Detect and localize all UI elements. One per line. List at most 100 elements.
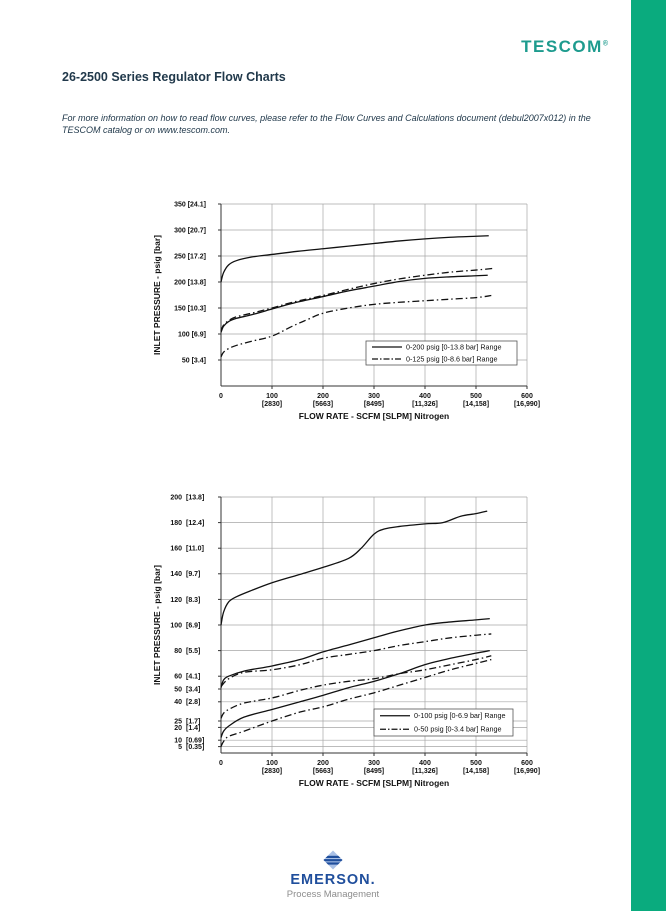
emerson-diamond-icon <box>323 850 343 870</box>
series-curve <box>220 267 493 332</box>
svg-text:100 [6.9]: 100 [6.9] <box>178 331 206 338</box>
series-curve <box>220 617 490 688</box>
svg-text:160: 160 <box>170 546 182 553</box>
chart-canvas: 50 [3.4] 100 [6.9] 150 [10.3] 200 [13.8] 250… <box>152 201 540 421</box>
svg-text:200 [13.8]: 200 [13.8] <box>174 279 206 286</box>
emerson-wordmark: EMERSON. <box>290 872 376 888</box>
svg-text:120: 120 <box>170 597 182 604</box>
svg-text:[2830]: [2830] <box>262 768 282 775</box>
svg-text:[3.4]: [3.4] <box>186 686 200 693</box>
svg-text:60: 60 <box>174 674 182 681</box>
legend-label: 0-50 psig [0-3.4 bar] Range <box>414 725 502 734</box>
svg-text:[2830]: [2830] <box>262 401 282 408</box>
x-axis-title: FLOW RATE - SCFM [SLPM] Nitrogen <box>299 411 449 421</box>
y-tick-labels: 5 [0.35] 10 [0.69] 20 [1.4] 25 [1.7] 40 [2.8] 50 [3… <box>170 494 204 751</box>
svg-text:50: 50 <box>174 686 182 693</box>
svg-text:300 [20.7]: 300 [20.7] <box>174 227 206 234</box>
svg-text:[9.7]: [9.7] <box>186 571 200 578</box>
svg-text:[8.3]: [8.3] <box>186 597 200 604</box>
svg-text:[1.4]: [1.4] <box>186 725 200 732</box>
y-axis-title: INLET PRESSURE - psig [bar] <box>152 565 162 685</box>
svg-text:[8495]: [8495] <box>364 768 384 775</box>
svg-text:500: 500 <box>470 393 482 400</box>
series-curve <box>220 633 492 687</box>
x-tick-labels: 0 100[2830] 200[5663] 300[8495] 400[11,326] 5… <box>219 760 540 775</box>
series-curve <box>220 235 489 283</box>
series-curve <box>220 274 488 333</box>
svg-text:500: 500 <box>470 760 482 767</box>
emerson-logo: EMERSON. Process Management <box>0 850 666 900</box>
series-curve <box>220 658 492 747</box>
svg-text:[11,326]: [11,326] <box>412 401 438 408</box>
legend-label: 0-200 psig [0-13.8 bar] Range <box>406 342 502 351</box>
svg-text:[5.5]: [5.5] <box>186 648 200 655</box>
svg-text:40: 40 <box>174 699 182 706</box>
svg-text:600: 600 <box>521 760 533 767</box>
svg-text:350 [24.1]: 350 [24.1] <box>174 201 206 208</box>
svg-text:[5663]: [5663] <box>313 401 333 408</box>
svg-text:[11.0]: [11.0] <box>186 546 204 553</box>
legend-box: 0-100 psig [0-6.9 bar] Range 0-50 psig [0… <box>373 708 514 737</box>
accent-bar <box>631 0 666 911</box>
emerson-subtitle: Process Management <box>286 889 380 900</box>
svg-text:300: 300 <box>368 760 380 767</box>
series-curve <box>220 294 492 358</box>
grid-lines <box>221 203 528 386</box>
x-axis-title: FLOW RATE - SCFM [SLPM] Nitrogen <box>299 778 449 788</box>
tescom-logo-text: TESCOM <box>521 37 603 56</box>
svg-text:600: 600 <box>521 393 533 400</box>
svg-text:0: 0 <box>219 760 223 767</box>
flow-chart-0-100-psig: 5 [0.35] 10 [0.69] 20 [1.4] 25 [1.7] 40 [2.8] 50 [3… <box>130 488 550 798</box>
x-tick-labels: 0 100[2830] 200[5663] 300[8495] 400[11,326] 5… <box>219 393 540 408</box>
svg-text:180: 180 <box>170 520 182 527</box>
svg-text:[5663]: [5663] <box>313 768 333 775</box>
svg-text:100: 100 <box>266 760 278 767</box>
y-axis-title: INLET PRESSURE - psig [bar] <box>152 235 162 355</box>
svg-text:[14,158]: [14,158] <box>463 401 489 408</box>
svg-text:100: 100 <box>266 393 278 400</box>
chart-canvas: 5 [0.35] 10 [0.69] 20 [1.4] 25 [1.7] 40 [2.8] 50 [3… <box>152 494 540 788</box>
svg-text:200: 200 <box>317 760 329 767</box>
svg-text:100: 100 <box>170 622 182 629</box>
svg-text:[14,158]: [14,158] <box>463 768 489 775</box>
svg-text:0: 0 <box>219 393 223 400</box>
svg-text:[8495]: [8495] <box>364 401 384 408</box>
svg-text:[16,990]: [16,990] <box>514 768 540 775</box>
legend-box: 0-200 psig [0-13.8 bar] Range 0-125 psig … <box>365 340 518 366</box>
svg-text:20: 20 <box>174 725 182 732</box>
svg-text:250 [17.2]: 250 [17.2] <box>174 253 206 260</box>
svg-text:50 [3.4]: 50 [3.4] <box>182 357 206 364</box>
svg-text:200: 200 <box>317 393 329 400</box>
svg-text:[2.8]: [2.8] <box>186 699 200 706</box>
svg-text:[11,326]: [11,326] <box>412 768 438 775</box>
series-curve <box>220 510 488 626</box>
svg-text:300: 300 <box>368 393 380 400</box>
svg-text:[16,990]: [16,990] <box>514 401 540 408</box>
svg-text:[6.9]: [6.9] <box>186 622 200 629</box>
registered-mark: ® <box>602 40 608 48</box>
svg-text:140: 140 <box>170 571 182 578</box>
svg-text:10: 10 <box>174 738 182 745</box>
intro-note-line1: For more information on how to read flow… <box>62 113 591 123</box>
svg-text:25: 25 <box>174 718 182 725</box>
svg-text:[13.8]: [13.8] <box>186 494 204 501</box>
series-curve <box>220 655 492 719</box>
svg-text:150 [10.3]: 150 [10.3] <box>174 305 206 312</box>
svg-text:[0.69]: [0.69] <box>186 738 204 745</box>
legend-label: 0-125 psig [0-8.6 bar] Range <box>406 354 498 363</box>
svg-text:200: 200 <box>170 494 182 501</box>
intro-note: For more information on how to read flow… <box>62 113 614 136</box>
svg-text:[1.7]: [1.7] <box>186 718 200 725</box>
svg-text:400: 400 <box>419 393 431 400</box>
series-curve <box>220 649 490 738</box>
svg-text:80: 80 <box>174 648 182 655</box>
svg-text:[0.35]: [0.35] <box>186 744 204 751</box>
y-tick-labels: 50 [3.4] 100 [6.9] 150 [10.3] 200 [13.8] 250… <box>174 201 206 364</box>
svg-text:[12.4]: [12.4] <box>186 520 204 527</box>
svg-text:[4.1]: [4.1] <box>186 674 200 681</box>
legend-label: 0-100 psig [0-6.9 bar] Range <box>414 711 506 720</box>
svg-text:400: 400 <box>419 760 431 767</box>
page-title: 26-2500 Series Regulator Flow Charts <box>62 70 286 84</box>
svg-text:5: 5 <box>178 744 182 751</box>
